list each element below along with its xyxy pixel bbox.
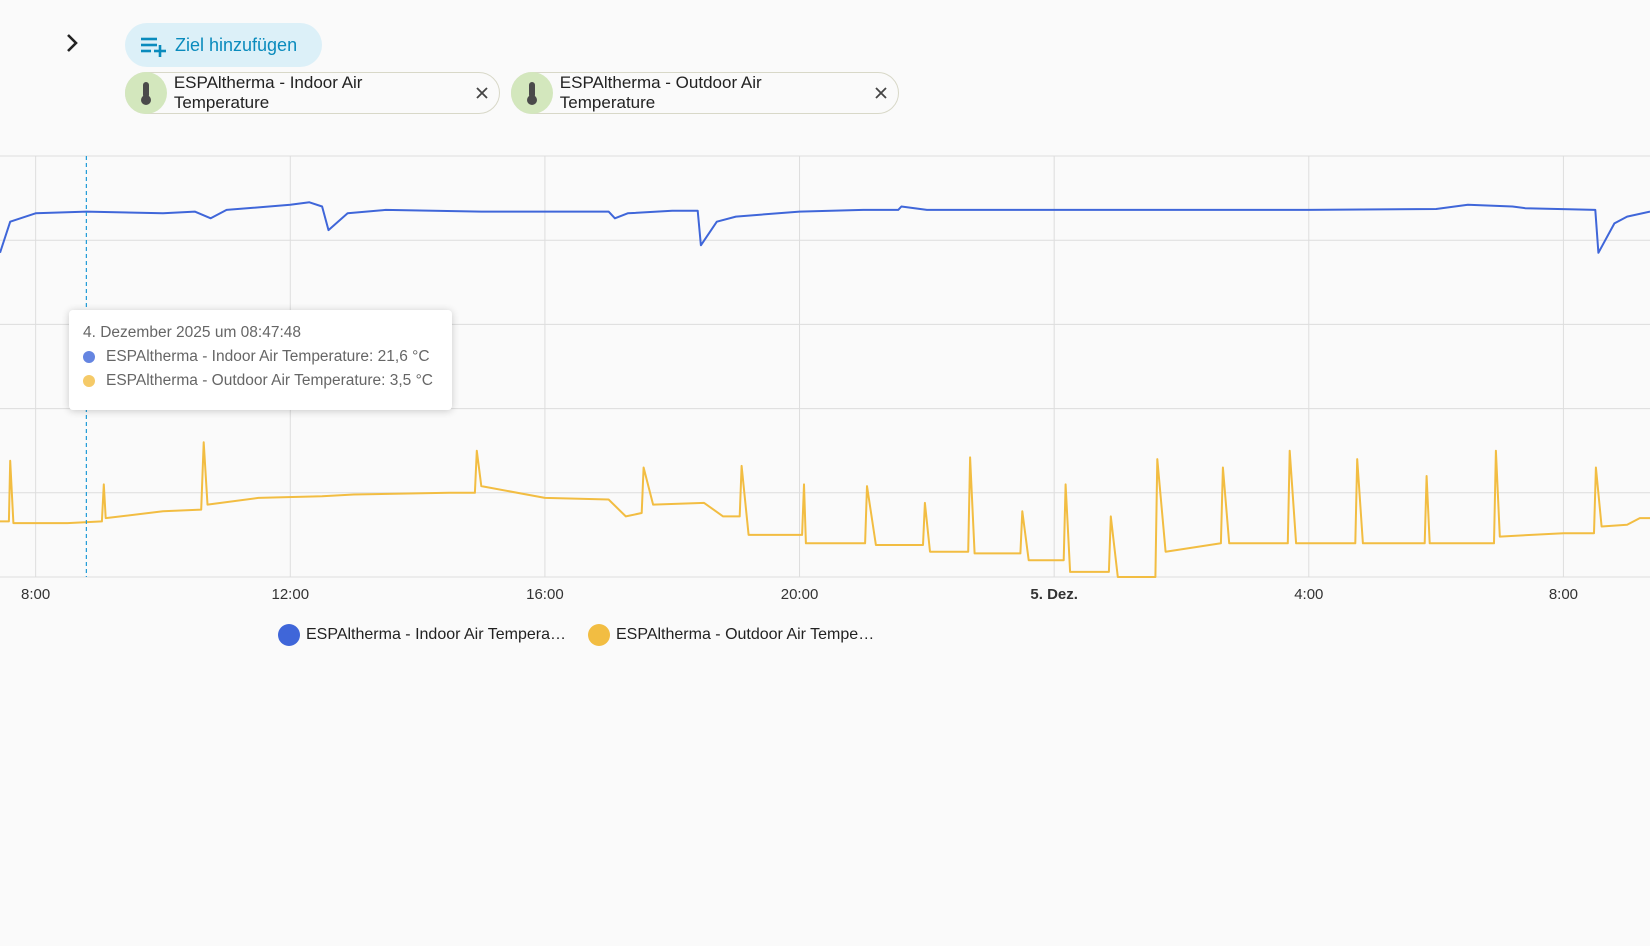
x-tick-label: 5. Dez. [1030,586,1078,603]
plot-area [0,201,1650,578]
target-chip[interactable]: ESPAltherma - Indoor Air Temperature [125,72,500,114]
series-line [0,441,1650,578]
chip-label: ESPAltherma - Outdoor Air Temperature [559,73,762,112]
chip-remove[interactable] [475,86,489,100]
tooltip-row: ESPAltherma - Outdoor Air Temperature: 3… [83,372,452,390]
x-tick-label: 4:00 [1294,586,1323,603]
add-target-label: Ziel hinzufügen [175,34,298,55]
x-tick-label: 12:00 [272,586,310,603]
tooltip-item: ESPAltherma - Outdoor Air Temperature: 3… [106,372,433,389]
tooltip-item: ESPAltherma - Indoor Air Temperature: 21… [106,348,430,365]
legend-dot [278,624,300,646]
tooltip: 4. Dezember 2025 um 08:47:48 ESPAltherma… [69,310,452,410]
target-chip[interactable]: ESPAltherma - Outdoor Air Temperature [511,72,899,114]
legend-label: ESPAltherma - Indoor Air Temperature [306,626,568,643]
tooltip-dot [83,375,95,387]
series-line [0,201,1650,254]
legend-item[interactable]: ESPAltherma - Indoor Air Temperature [278,624,568,646]
add-icon [141,37,166,57]
add-target-button[interactable]: Ziel hinzufügen [125,23,322,67]
chip-label: ESPAltherma - Indoor Air Temperature [173,73,363,112]
x-tick-label: 8:00 [1549,586,1578,603]
expand-chevron[interactable] [60,31,84,55]
tooltip-dot [83,351,95,363]
x-tick-label: 8:00 [21,586,50,603]
tooltip-title: 4. Dezember 2025 um 08:47:48 [83,324,301,341]
x-tick-label: 20:00 [781,586,819,603]
tooltip-row: ESPAltherma - Indoor Air Temperature: 21… [83,348,452,366]
chip-icon [125,72,167,114]
chip-remove[interactable] [874,86,888,100]
legend-item[interactable]: ESPAltherma - Outdoor Air Temperature [588,624,878,646]
chip-icon [511,72,553,114]
legend: ESPAltherma - Indoor Air Temperature ESPA… [278,624,898,646]
legend-label: ESPAltherma - Outdoor Air Temperature [616,626,878,643]
x-tick-label: 16:00 [526,586,564,603]
legend-dot [588,624,610,646]
